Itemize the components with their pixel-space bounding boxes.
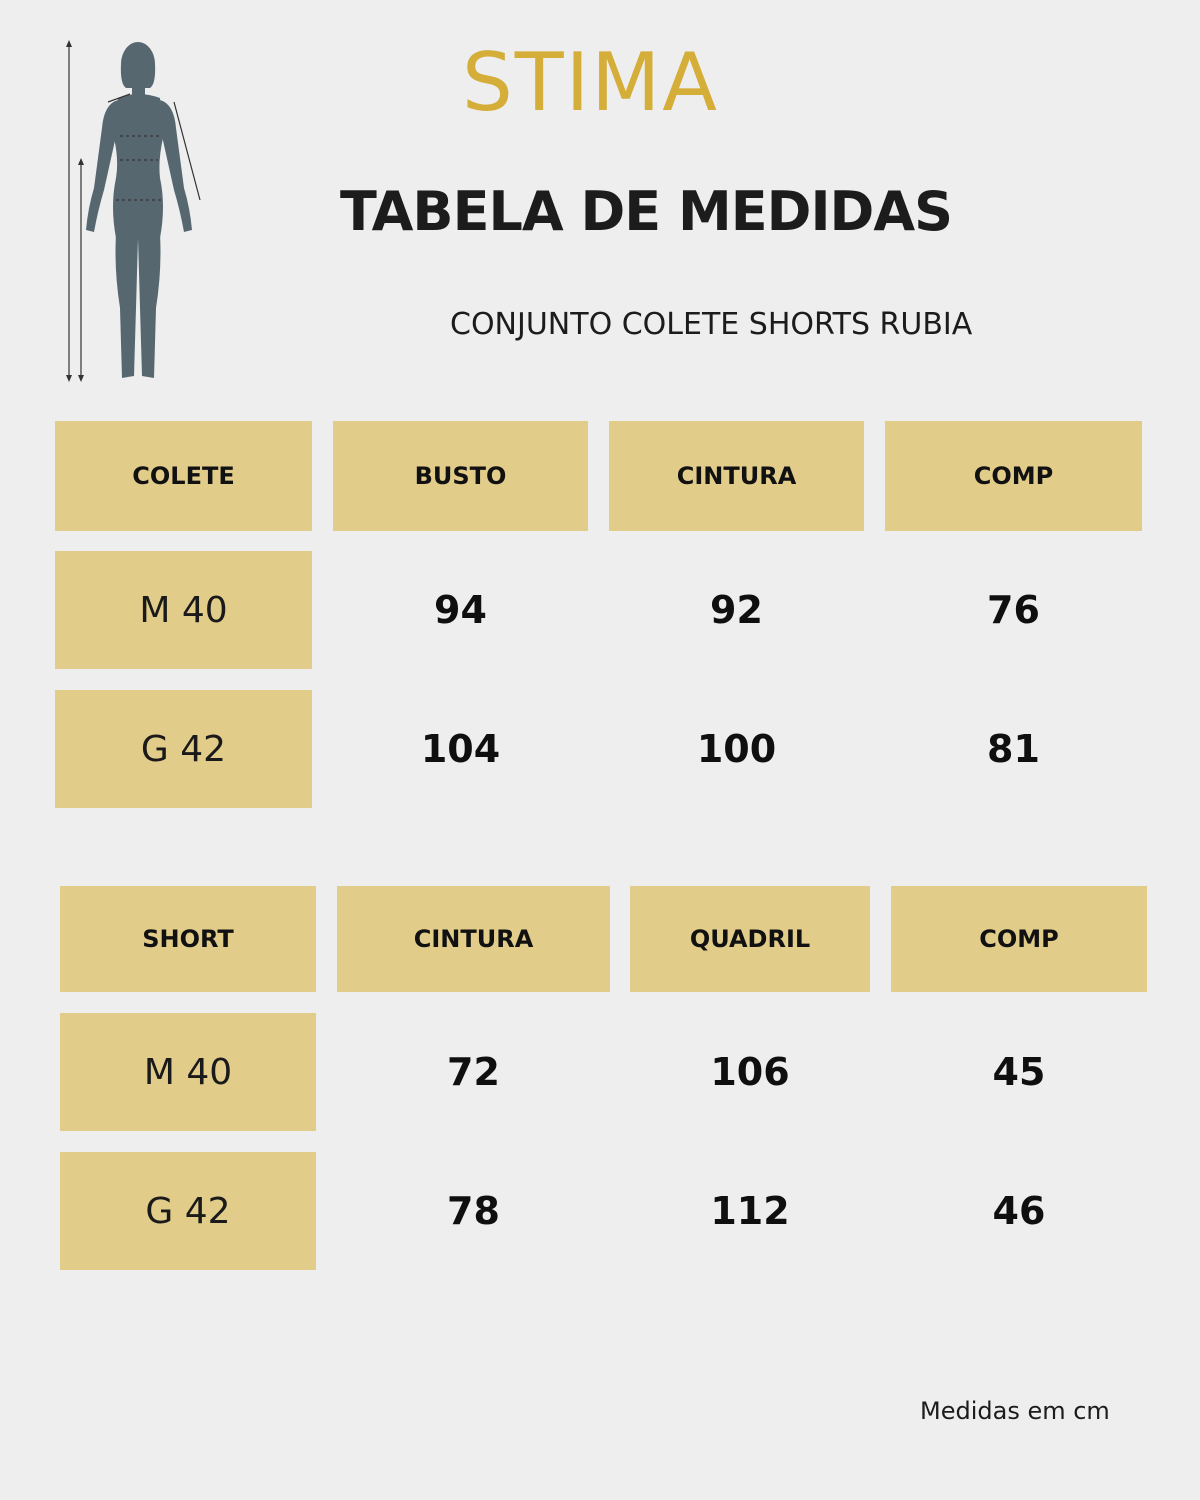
colete-size-m40: M 40	[55, 551, 312, 669]
short-g42-comp: 46	[992, 1189, 1046, 1233]
colete-m40-cintura: 92	[710, 588, 763, 632]
short-m40-comp: 45	[992, 1050, 1046, 1094]
short-header-comp: COMP	[891, 886, 1147, 992]
product-subtitle: CONJUNTO COLETE SHORTS RUBIA	[450, 307, 973, 342]
colete-header-size: COLETE	[55, 421, 312, 531]
short-m40-cintura: 72	[447, 1050, 500, 1094]
colete-header-busto: BUSTO	[333, 421, 588, 531]
short-g42-cintura: 78	[447, 1189, 500, 1233]
colete-header-comp: COMP	[885, 421, 1142, 531]
colete-g42-comp: 81	[987, 727, 1040, 771]
short-m40-quadril: 106	[710, 1050, 790, 1094]
short-size-m40: M 40	[60, 1013, 316, 1131]
short-header-quadril: QUADRIL	[630, 886, 870, 992]
colete-size-g42: G 42	[55, 690, 312, 808]
brand-logo: STIMA	[462, 36, 719, 129]
short-size-g42: G 42	[60, 1152, 316, 1270]
colete-g42-busto: 104	[420, 727, 501, 771]
female-body-measurement-icon	[66, 40, 201, 382]
short-header-size: SHORT	[60, 886, 316, 992]
colete-m40-busto: 94	[434, 588, 487, 632]
colete-header-cintura: CINTURA	[609, 421, 864, 531]
colete-m40-comp: 76	[987, 588, 1040, 632]
page-title: TABELA DE MEDIDAS	[340, 180, 953, 243]
colete-g42-cintura: 100	[696, 727, 777, 771]
units-note: Medidas em cm	[920, 1397, 1110, 1425]
short-header-cintura: CINTURA	[337, 886, 610, 992]
short-g42-quadril: 112	[710, 1189, 790, 1233]
